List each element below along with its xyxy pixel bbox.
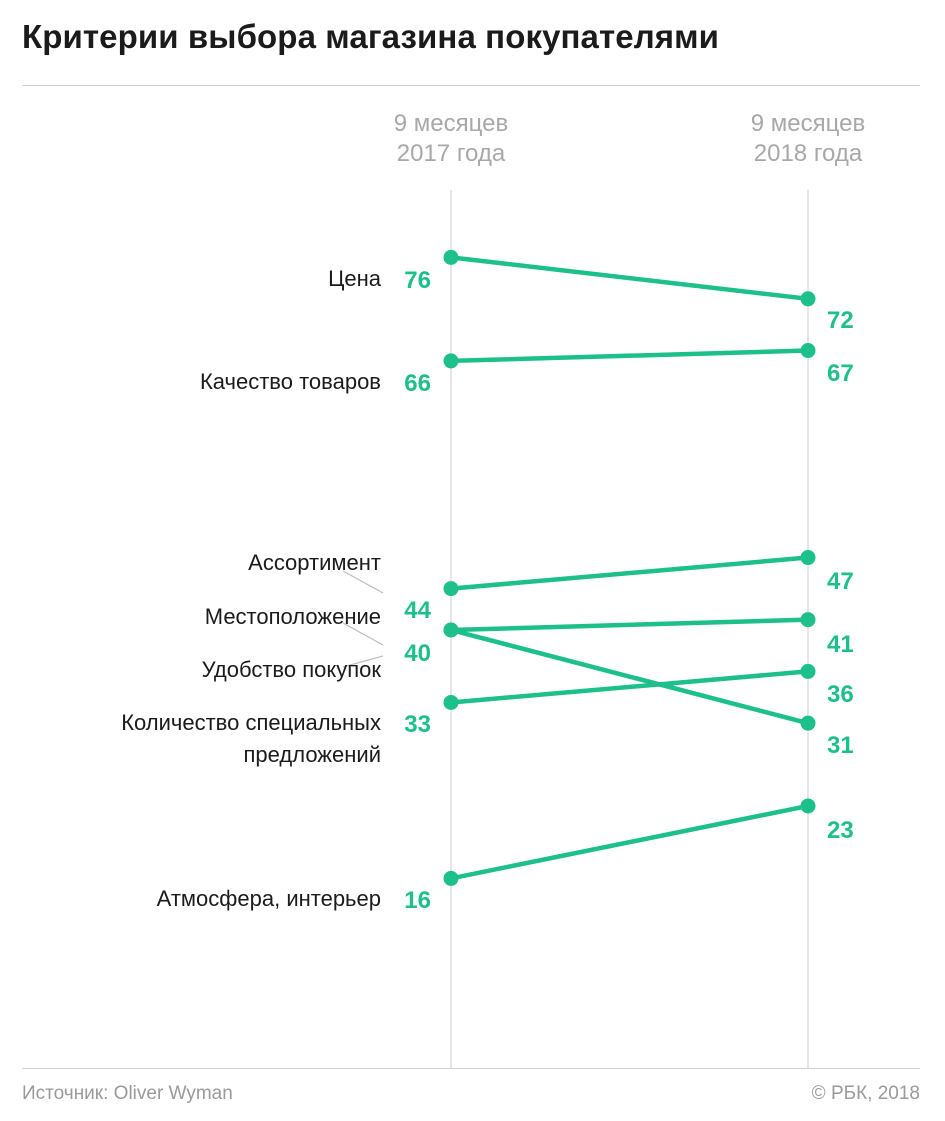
series-4-right-value-label: 31 [827,732,854,759]
series-3-line [448,555,811,591]
series-5-category-label: Удобство покупок [202,657,382,682]
chart-title: Критерии выбора магазина покупателями [22,18,720,55]
period-label-1-line-1: 9 месяцев [394,110,508,137]
series-7-point-1 [443,870,459,886]
series-3-right-value-label: 47 [827,568,854,595]
series-6-point-1 [443,694,459,710]
series-7-category-label: Атмосфера, интерьер [157,886,381,911]
period-label-2-line-2: 2018 года [754,140,863,167]
series-5-line [448,617,811,633]
series-4-category-label: Местоположение [205,604,381,629]
series-2-point-1 [443,353,459,369]
series-5-right-value-label: 41 [827,631,854,658]
series-6-category-label-line-1: Количество специальных [121,710,381,735]
series-4-line [448,627,811,726]
series-5-leader-line [342,655,384,668]
series-7-right-value-label: 23 [827,817,854,844]
copyright-note: © РБК, 2018 [811,1083,920,1104]
series-5-point-2 [800,612,816,628]
chart-text: 9 месяцев 2017 года 9 месяцев 2018 года Цена… [121,110,865,914]
left-value-label-2: 66 [404,370,431,397]
series-5-point-1 [443,622,459,638]
series-1-right-value-label: 72 [827,307,854,334]
series-1-point-2 [800,291,816,307]
left-value-label-5: 33 [404,711,431,738]
series-4-leader-line [342,622,384,646]
period-label-1-line-2: 2017 года [397,140,506,167]
series-3-leader-line [342,570,384,594]
series-3-category-label: Ассортимент [248,550,381,575]
period-label-2-line-1: 9 месяцев [751,110,865,137]
series-2-point-2 [800,343,816,359]
left-value-label-1: 76 [404,267,431,294]
series-lines [448,255,811,881]
series-2-category-label: Качество товаров [200,369,381,394]
series-2-line [448,348,811,364]
left-value-label-6: 16 [404,887,431,914]
series-2-right-value-label: 67 [827,360,854,387]
series-3-point-2 [800,550,816,566]
source-note: Источник: Oliver Wyman [22,1083,233,1104]
series-3-point-1 [443,581,459,597]
series-6-line [448,669,811,705]
series-6-category-label-line-2: предложений [244,742,382,767]
title-divider [22,85,920,86]
footer-divider [22,1068,920,1069]
left-value-label-4: 40 [404,640,431,667]
left-value-label-3: 44 [404,597,431,624]
series-6-point-2 [800,663,816,679]
series-7-point-2 [800,798,816,814]
label-leaders [342,570,384,668]
series-points [443,249,816,886]
series-1-point-1 [443,249,459,265]
series-4-point-2 [800,715,816,731]
series-1-line [448,255,811,302]
series-6-right-value-label: 36 [827,681,854,708]
series-1-category-label: Цена [328,266,382,291]
series-7-line [448,803,811,881]
